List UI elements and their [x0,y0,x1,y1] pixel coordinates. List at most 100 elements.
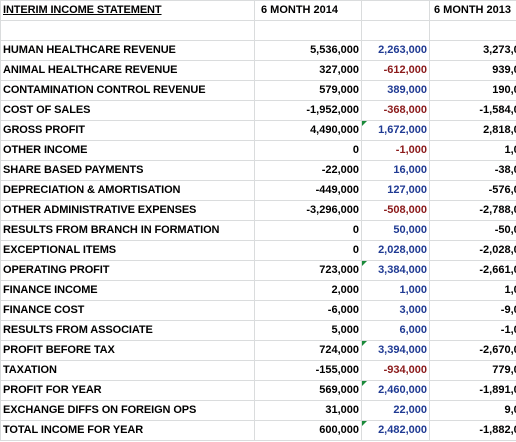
row-label-cell[interactable]: DEPRECIATION & AMORTISATION [0,180,255,201]
value-2013-cell[interactable]: -2,670,000 [429,340,516,361]
value-2013-cell[interactable]: -576,000 [429,180,516,201]
value-2014-cell[interactable]: 2,000 [254,280,362,301]
row-label-cell[interactable]: PROFIT FOR YEAR [0,380,255,401]
value-2013-cell[interactable]: 2,818,000 [429,120,516,141]
row-label-cell[interactable]: RESULTS FROM BRANCH IN FORMATION [0,220,255,241]
value-2014-cell[interactable]: 5,536,000 [254,40,362,61]
value-2013-cell[interactable]: -2,788,000 [429,200,516,221]
change-cell[interactable]: -612,000 [361,60,430,81]
row-label-cell[interactable]: OPERATING PROFIT [0,260,255,281]
change-header-empty[interactable] [361,0,430,21]
row-label-cell[interactable]: FINANCE COST [0,300,255,321]
value-2014-cell[interactable]: 569,000 [254,380,362,401]
value-2013-cell[interactable]: 779,000 [429,360,516,381]
row-label-cell[interactable]: TAXATION [0,360,255,381]
table-row: HUMAN HEALTHCARE REVENUE 5,536,000 2,263,0… [0,40,516,61]
value-2014-cell[interactable]: 723,000 [254,260,362,281]
blank-cell[interactable] [254,20,362,41]
change-cell[interactable]: 1,000 [361,280,430,301]
value-2013-cell[interactable]: 190,000 [429,80,516,101]
table-row: PROFIT FOR YEAR569,0002,460,000-1,891,00… [0,380,516,401]
value-2014-cell[interactable]: 724,000 [254,340,362,361]
row-label-cell[interactable]: SHARE BASED PAYMENTS [0,160,255,181]
change-cell[interactable]: 3,384,000 [361,260,430,281]
value-2014-cell[interactable]: 600,000 [254,420,362,441]
value-2013-cell[interactable]: -1,000 [429,320,516,341]
period-2014-header[interactable]: 6 MONTH 2014 [254,0,362,21]
change-cell[interactable]: 3,394,000 [361,340,430,361]
value-2013-cell[interactable]: 9,000 [429,400,516,421]
change-cell[interactable]: -508,000 [361,200,430,221]
change-cell[interactable]: 2,263,000 [361,40,430,61]
change-cell[interactable]: -368,000 [361,100,430,121]
value-2014-cell[interactable]: -155,000 [254,360,362,381]
row-label-cell[interactable]: EXCEPTIONAL ITEMS [0,240,255,261]
blank-cell[interactable] [429,20,516,41]
value-2013-cell[interactable]: -9,000 [429,300,516,321]
row-label-cell[interactable]: COST OF SALES [0,100,255,121]
row-label-cell[interactable]: CONTAMINATION CONTROL REVENUE [0,80,255,101]
value-2014-cell[interactable]: -22,000 [254,160,362,181]
row-label-cell[interactable]: ANIMAL HEALTHCARE REVENUE [0,60,255,81]
value-2014-cell[interactable]: 31,000 [254,400,362,421]
value-2013-cell[interactable]: 939,000 [429,60,516,81]
row-label-cell[interactable]: GROSS PROFIT [0,120,255,141]
change-cell[interactable]: 389,000 [361,80,430,101]
value-2013-cell[interactable]: 3,273,000 [429,40,516,61]
value-2014-cell[interactable]: 4,490,000 [254,120,362,141]
value-2014-cell[interactable]: -1,952,000 [254,100,362,121]
row-label-cell[interactable]: TOTAL INCOME FOR YEAR [0,420,255,441]
value-2014-cell[interactable]: 327,000 [254,60,362,81]
change-cell[interactable]: 2,482,000 [361,420,430,441]
value-2014-cell[interactable]: 0 [254,220,362,241]
change-cell[interactable]: 6,000 [361,320,430,341]
row-label-cell[interactable]: PROFIT BEFORE TAX [0,340,255,361]
blank-cell[interactable] [0,20,255,41]
change-cell[interactable]: 16,000 [361,160,430,181]
statement-title-cell[interactable]: INTERIM INCOME STATEMENT [0,0,255,21]
value-2013-cell[interactable]: -38,000 [429,160,516,181]
value-2013-cell[interactable]: -1,584,000 [429,100,516,121]
blank-cell[interactable] [361,20,430,41]
row-label-cell[interactable]: EXCHANGE DIFFS ON FOREIGN OPS [0,400,255,421]
value-2014-cell[interactable]: 579,000 [254,80,362,101]
value-2014-cell[interactable]: 0 [254,140,362,161]
value-2013-cell[interactable]: -1,891,000 [429,380,516,401]
value-2014-cell[interactable]: 0 [254,240,362,261]
table-row: RESULTS FROM BRANCH IN FORMATION 0 50,000-… [0,220,516,241]
header-row: INTERIM INCOME STATEMENT 6 MONTH 2014 6 … [0,0,516,21]
change-cell[interactable]: -934,000 [361,360,430,381]
change-cell[interactable]: 2,028,000 [361,240,430,261]
change-cell[interactable]: 3,000 [361,300,430,321]
value-2013-cell[interactable]: -2,028,000 [429,240,516,261]
value-2013-cell[interactable]: 1,000 [429,140,516,161]
table-row: DEPRECIATION & AMORTISATION -449,000 127,0… [0,180,516,201]
row-label-cell[interactable]: OTHER ADMINISTRATIVE EXPENSES [0,200,255,221]
table-row: TOTAL INCOME FOR YEAR 600,000 2,482,000 -1,… [0,420,516,441]
value-2014-cell[interactable]: -6,000 [254,300,362,321]
row-label-cell[interactable]: OTHER INCOME [0,140,255,161]
value-2014-cell[interactable]: 5,000 [254,320,362,341]
value-2013-cell[interactable]: 1,000 [429,280,516,301]
value-2014-cell[interactable]: -449,000 [254,180,362,201]
period-2013-header[interactable]: 6 MONTH 2013 [429,0,516,21]
change-cell[interactable]: 127,000 [361,180,430,201]
change-cell[interactable]: 2,460,000 [361,380,430,401]
change-cell[interactable]: 1,672,000 [361,120,430,141]
change-cell[interactable]: 22,000 [361,400,430,421]
change-cell[interactable]: -1,000 [361,140,430,161]
value-2013-cell[interactable]: -1,882,000 [429,420,516,441]
table-row: OPERATING PROFIT723,0003,384,000-2,661,0… [0,260,516,281]
value-2014-cell[interactable]: -3,296,000 [254,200,362,221]
row-label-cell[interactable]: RESULTS FROM ASSOCIATE [0,320,255,341]
row-label-cell[interactable]: FINANCE INCOME [0,280,255,301]
value-2013-cell[interactable]: -50,000 [429,220,516,241]
value-2013-cell[interactable]: -2,661,000 [429,260,516,281]
row-label-cell[interactable]: HUMAN HEALTHCARE REVENUE [0,40,255,61]
change-cell[interactable]: 50,000 [361,220,430,241]
